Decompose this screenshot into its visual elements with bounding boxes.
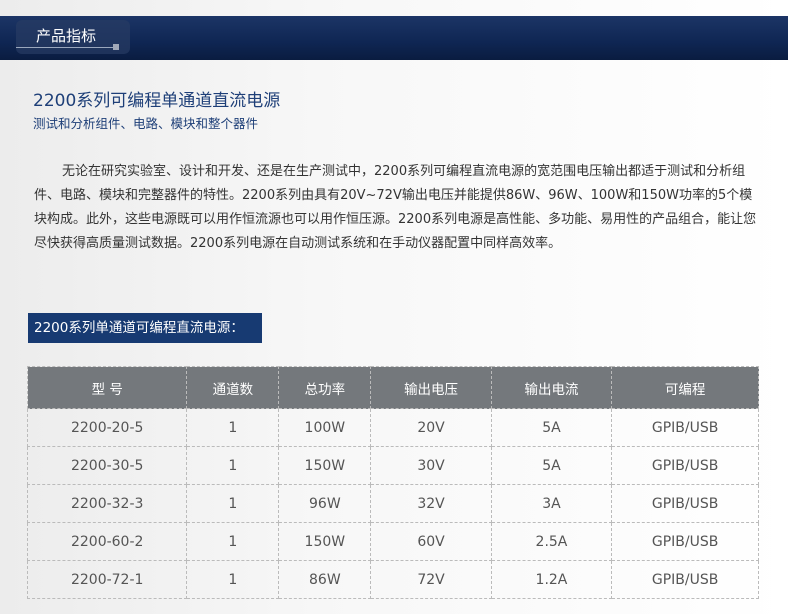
table-cell: 30V <box>370 446 492 485</box>
column-header: 通道数 <box>186 366 280 409</box>
table-header-row: 型 号通道数 总功率 输出电压 输出电流 可编程 <box>26 366 759 409</box>
table-cell: 5A <box>490 446 613 485</box>
table-cell: 100W <box>278 408 372 447</box>
table-cell: 1 <box>186 484 280 523</box>
banner-tab <box>16 20 130 54</box>
description: 无论在研究实验室、设计和开发、还是在生产测试中，2200系列可编程直流电源的宽范… <box>34 164 757 251</box>
table-cell: GPIB/USB <box>611 484 759 523</box>
column-header: 型 号 <box>26 366 188 409</box>
table-cell: 1 <box>186 408 280 447</box>
table-row: 2200-30-5 1 150W 30V 5A GPIB/USB <box>26 446 759 485</box>
table-cell: 2200-32-3 <box>26 484 188 523</box>
column-header: 输出电压 <box>370 366 492 409</box>
table-cell: 3A <box>490 484 613 523</box>
table-cell: 2200-20-5 <box>26 408 188 447</box>
column-header: 可编程 <box>611 366 759 409</box>
table-cell: GPIB/USB <box>611 522 759 561</box>
table-cell: 150W <box>278 446 372 485</box>
table-cell: 1 <box>186 560 280 599</box>
section-banner: 产品指标 <box>0 16 788 60</box>
section-label: 2200系列单通道可编程直流电源： <box>28 313 262 343</box>
banner-decor-line <box>16 47 114 48</box>
table-cell: 150W <box>278 522 372 561</box>
table-cell: 1 <box>186 446 280 485</box>
page-subtitle: 测试和分析组件、电路、模块和整个器件 <box>33 116 259 131</box>
table-cell: 32V <box>370 484 492 523</box>
banner-label: 产品指标 <box>36 27 97 45</box>
column-header: 输出电流 <box>490 366 613 409</box>
table-cell: 5A <box>490 408 613 447</box>
table-cell: GPIB/USB <box>611 560 759 599</box>
spec-table: 型 号通道数 总功率 输出电压 输出电流 可编程 2200-20-5 1 100W 20V 5A… <box>26 366 759 599</box>
table-cell: 2.5A <box>490 522 613 561</box>
table-row: 2200-72-1 1 86W 72V 1.2A GPIB/USB <box>26 560 759 599</box>
table-cell: 20V <box>370 408 492 447</box>
banner-decor-square <box>113 44 119 50</box>
table-cell: 72V <box>370 560 492 599</box>
table-cell: 1.2A <box>490 560 613 599</box>
table-row: 2200-60-2 1 150W 60V 2.5A GPIB/USB <box>26 522 759 561</box>
table-cell: 2200-60-2 <box>26 522 188 561</box>
table-row: 2200-32-3 1 96W 32V 3A GPIB/USB <box>26 484 759 523</box>
table-cell: 86W <box>278 560 372 599</box>
table-cell: GPIB/USB <box>611 446 759 485</box>
table-cell: 1 <box>186 522 280 561</box>
page-title: 2200系列可编程单通道直流电源 <box>33 91 281 111</box>
table-row: 2200-20-5 1 100W 20V 5A GPIB/USB <box>26 408 759 447</box>
table-cell: GPIB/USB <box>611 408 759 447</box>
table-cell: 96W <box>278 484 372 523</box>
table-cell: 2200-30-5 <box>26 446 188 485</box>
table-cell: 60V <box>370 522 492 561</box>
column-header: 总功率 <box>278 366 372 409</box>
table-cell: 2200-72-1 <box>26 560 188 599</box>
